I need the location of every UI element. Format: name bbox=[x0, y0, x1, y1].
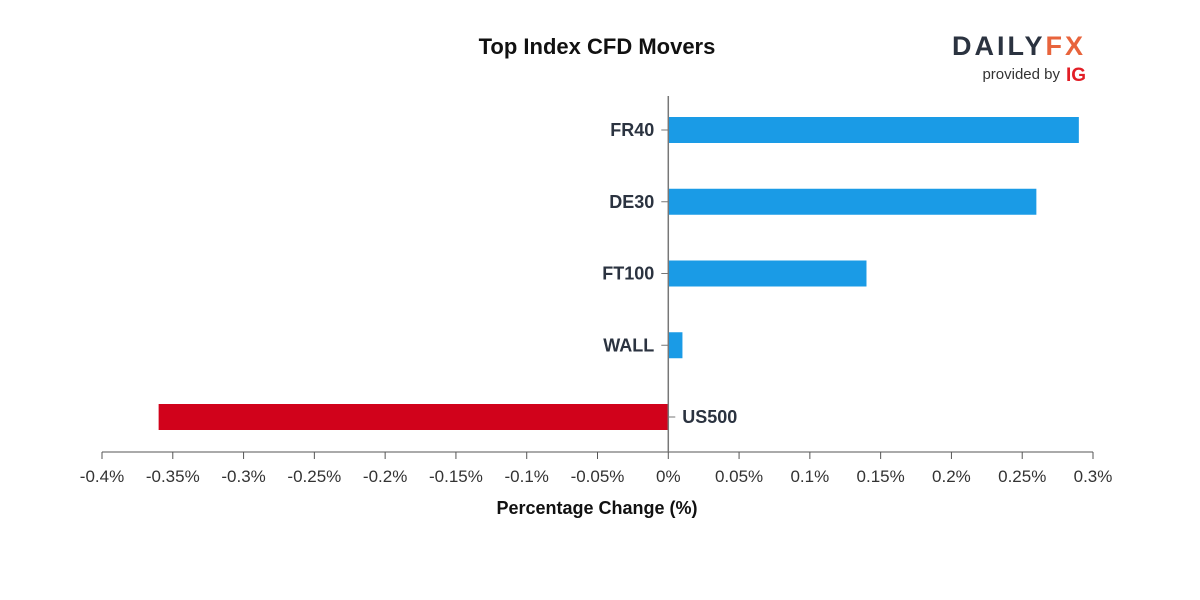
x-tick-label: -0.35% bbox=[146, 467, 200, 486]
x-tick-label: 0% bbox=[656, 467, 681, 486]
dailyfx-wordmark: DAILYFX bbox=[952, 31, 1086, 61]
category-label-fr40: FR40 bbox=[610, 120, 654, 140]
dailyfx-logo: DAILYFX provided by IG bbox=[952, 31, 1086, 86]
category-label-us500: US500 bbox=[682, 407, 737, 427]
provided-by-text: provided by bbox=[982, 66, 1060, 83]
x-tick-label: 0.25% bbox=[998, 467, 1046, 486]
x-tick-label: 0.05% bbox=[715, 467, 763, 486]
plot-area: -0.4% -0.35% -0.3% -0.25% -0.2% -0.15% -0.1% -0… bbox=[80, 96, 1113, 486]
x-tick-label: -0.15% bbox=[429, 467, 483, 486]
x-tick-label: 0.15% bbox=[857, 467, 905, 486]
x-tick-label: -0.4% bbox=[80, 467, 124, 486]
x-tick-label: -0.3% bbox=[221, 467, 265, 486]
x-axis-title: Percentage Change (%) bbox=[496, 498, 697, 518]
bar-fr40 bbox=[668, 117, 1079, 143]
x-tick-label: 0.3% bbox=[1074, 467, 1113, 486]
chart-title: Top Index CFD Movers bbox=[479, 34, 716, 59]
category-label-de30: DE30 bbox=[609, 192, 654, 212]
x-tick-label: 0.1% bbox=[790, 467, 829, 486]
ig-logo: IG bbox=[1066, 65, 1086, 86]
x-tick-label: -0.2% bbox=[363, 467, 407, 486]
category-label-ft100: FT100 bbox=[602, 264, 654, 284]
bar-ft100 bbox=[668, 260, 867, 287]
category-label-wall: WALL bbox=[603, 335, 654, 355]
x-tick-label: 0.2% bbox=[932, 467, 971, 486]
bar-de30 bbox=[668, 188, 1037, 215]
x-tick-label: -0.1% bbox=[505, 467, 549, 486]
x-tick-label: -0.05% bbox=[571, 467, 625, 486]
x-tick-label: -0.25% bbox=[287, 467, 341, 486]
bar-wall bbox=[668, 332, 683, 359]
logo-daily-text: DAILY bbox=[952, 31, 1046, 61]
bar-us500 bbox=[158, 404, 669, 430]
logo-fx-text: FX bbox=[1045, 31, 1086, 61]
